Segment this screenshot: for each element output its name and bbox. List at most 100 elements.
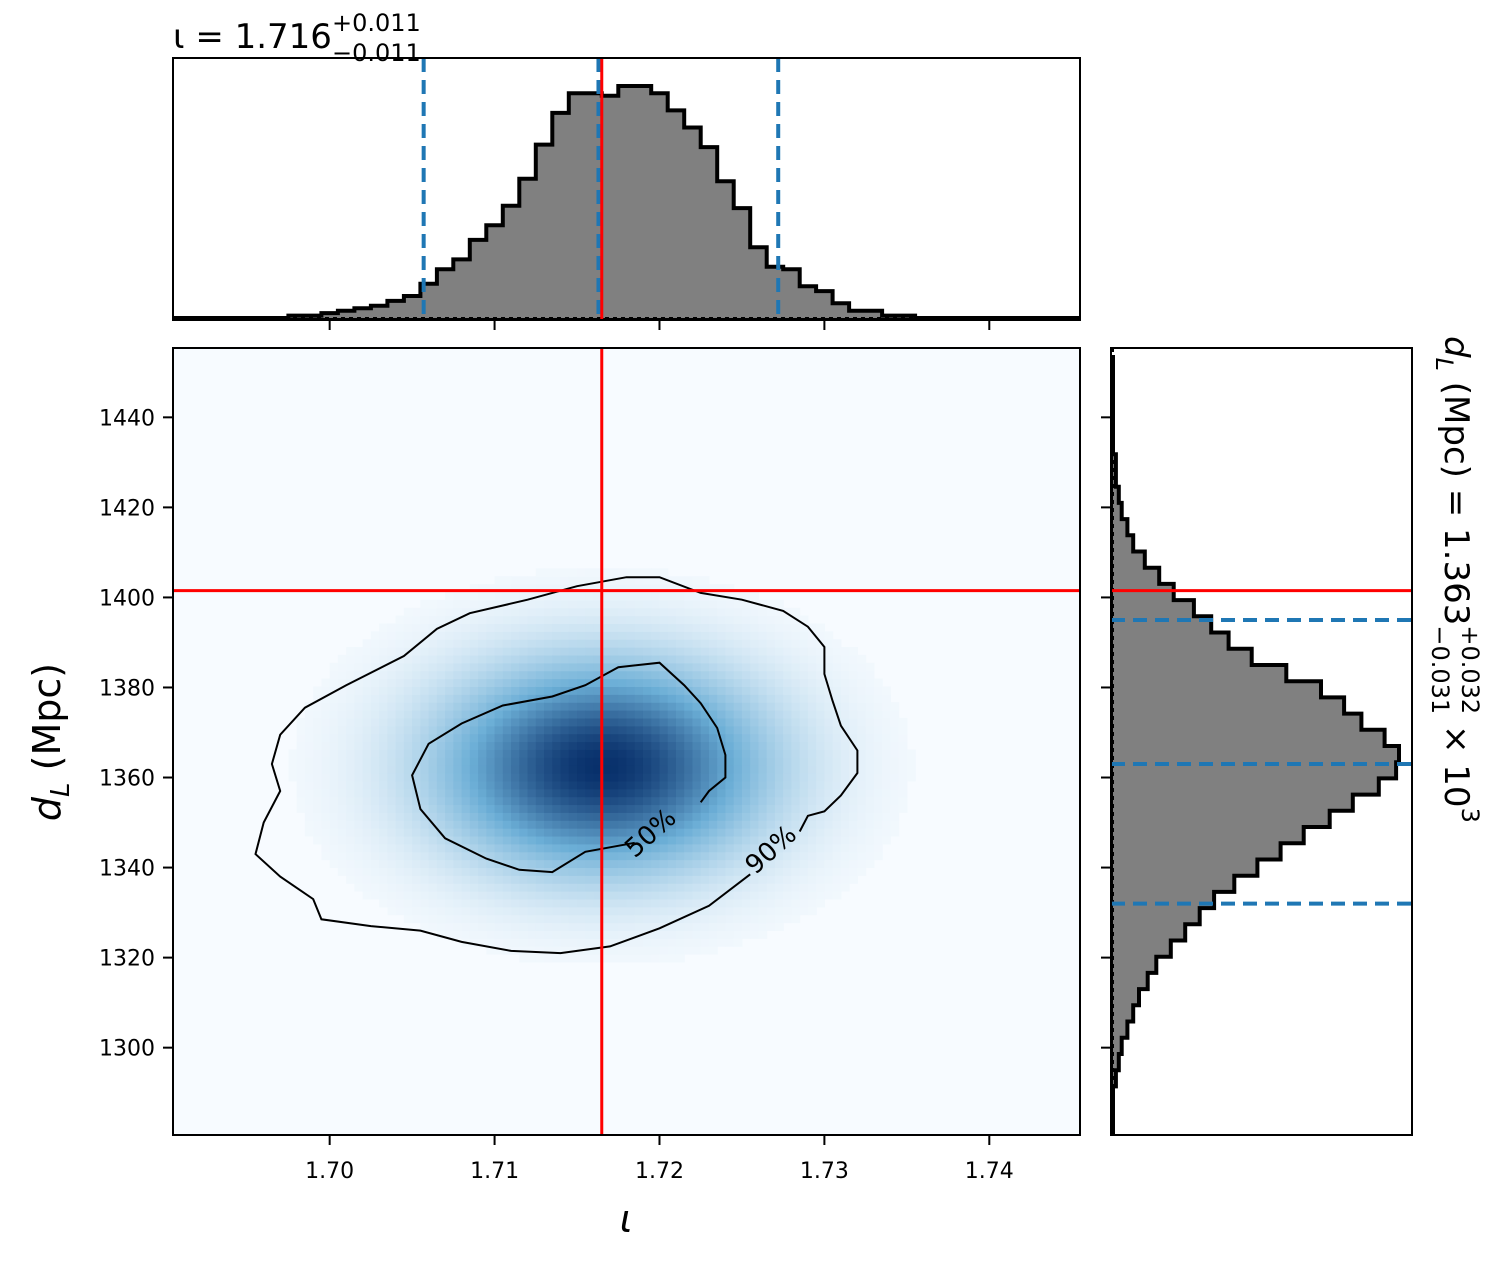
density-cell <box>684 891 694 900</box>
density-cell <box>296 788 306 798</box>
density-cell <box>560 946 570 955</box>
density-cell <box>618 568 628 577</box>
density-cell <box>766 820 776 829</box>
density-cell <box>420 828 430 837</box>
density-cell <box>626 930 636 939</box>
density-cell <box>560 930 570 939</box>
density-cell <box>708 930 718 939</box>
density-cell <box>601 757 611 766</box>
density-cell <box>585 938 595 947</box>
density-cell <box>535 938 545 947</box>
density-cell <box>692 835 702 845</box>
density-cell <box>337 741 347 750</box>
density-cell <box>560 576 570 585</box>
density-cell <box>445 599 454 609</box>
density-cell <box>337 796 347 806</box>
density-cell <box>519 576 529 585</box>
density-cell <box>700 647 710 656</box>
density-cell <box>717 607 727 617</box>
density-cell <box>428 828 438 837</box>
density-cell <box>651 741 661 750</box>
density-cell <box>379 639 388 648</box>
density-cell <box>799 741 809 750</box>
density-cell <box>725 741 735 750</box>
density-cell <box>445 828 454 837</box>
density-cell <box>577 835 586 845</box>
density-cell <box>758 914 768 924</box>
density-cell <box>337 804 347 813</box>
density-cell <box>832 678 842 688</box>
density-cell <box>832 749 842 758</box>
density-cell <box>461 828 471 837</box>
density-cell <box>708 859 718 869</box>
density-cell <box>816 686 825 695</box>
density-cell <box>321 772 331 782</box>
density-cell <box>840 851 850 861</box>
density-cell <box>618 820 628 829</box>
density-cell <box>370 796 380 806</box>
density-cell <box>717 898 727 908</box>
density-cell <box>544 812 553 821</box>
density-cell <box>313 702 323 711</box>
density-cell <box>791 662 801 672</box>
density-cell <box>799 835 809 845</box>
density-cell <box>511 828 520 837</box>
density-cell <box>593 623 603 632</box>
density-cell <box>675 796 685 806</box>
density-cell <box>865 820 875 829</box>
density-cell <box>708 780 718 790</box>
density-cell <box>601 623 611 632</box>
density-cell <box>337 843 347 853</box>
density-cell <box>708 828 718 837</box>
density-cell <box>783 710 793 719</box>
density-cell <box>733 867 743 876</box>
density-cell <box>560 820 570 829</box>
density-cell <box>626 946 636 955</box>
density-cell <box>684 875 694 884</box>
density-cell <box>824 867 834 876</box>
density-cell <box>544 670 553 680</box>
density-cell <box>560 804 570 813</box>
density-cell <box>667 946 677 955</box>
density-cell <box>379 686 388 695</box>
density-cell <box>502 710 512 719</box>
density-cell <box>758 694 768 703</box>
density-cell <box>560 922 570 931</box>
density-cell <box>840 694 850 703</box>
density-cell <box>642 670 652 680</box>
density-cell <box>535 851 545 861</box>
density-cell <box>667 725 677 735</box>
density-cell <box>461 867 471 876</box>
density-cell <box>486 883 496 892</box>
density-cell <box>824 820 834 829</box>
density-cell <box>708 710 718 719</box>
density-cell <box>651 867 661 876</box>
density-cell <box>593 898 603 908</box>
density-cell <box>898 717 908 727</box>
density-cell <box>642 788 652 798</box>
density-cell <box>494 828 504 837</box>
density-cell <box>346 796 355 806</box>
density-cell <box>816 859 825 869</box>
density-cell <box>857 804 867 813</box>
density-cell <box>585 804 595 813</box>
density-cell <box>758 717 768 727</box>
density-cell <box>502 867 512 876</box>
density-cell <box>675 662 685 672</box>
density-cell <box>321 717 331 727</box>
density-cell <box>667 953 677 963</box>
density-cell <box>684 796 694 806</box>
density-cell <box>849 678 858 688</box>
density-cell <box>873 725 883 735</box>
density-cell <box>799 757 809 766</box>
density-cell <box>667 922 677 931</box>
density-cell <box>453 930 463 939</box>
density-cell <box>379 835 388 845</box>
density-cell <box>890 765 900 774</box>
density-cell <box>766 694 776 703</box>
density-cell <box>379 891 388 900</box>
density-cell <box>766 670 776 680</box>
density-cell <box>527 654 537 664</box>
density-cell <box>651 591 661 601</box>
density-cell <box>634 662 644 672</box>
